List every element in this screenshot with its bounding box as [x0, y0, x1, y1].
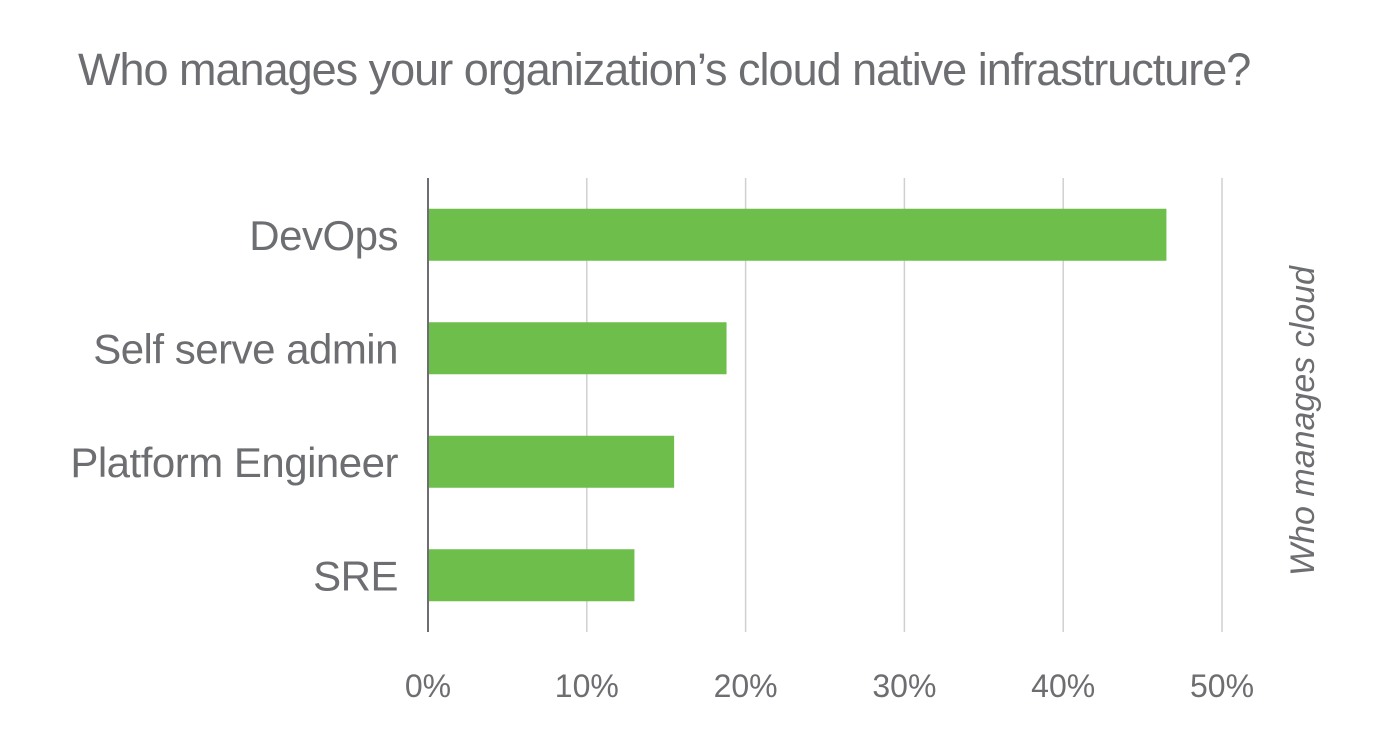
- tick-labels: 0% 10% 20% 30% 40% 50%: [405, 668, 1254, 704]
- chart-title: Who manages your organization’s cloud na…: [78, 44, 1251, 95]
- x-tick-label: 30%: [872, 668, 936, 704]
- y-axis-label: Who manages cloud: [1284, 265, 1322, 576]
- category-label: Platform Engineer: [70, 439, 398, 486]
- category-label: Self serve admin: [93, 325, 398, 372]
- x-tick-label: 0%: [405, 668, 451, 704]
- category-label: SRE: [313, 552, 398, 599]
- category-label: DevOps: [249, 212, 398, 259]
- x-tick-label: 50%: [1190, 668, 1254, 704]
- x-tick-label: 40%: [1031, 668, 1095, 704]
- x-tick-label: 20%: [714, 668, 778, 704]
- bar-devops: [428, 208, 1167, 261]
- x-tick-label: 10%: [555, 668, 619, 704]
- bar-sre: [428, 549, 635, 602]
- bars: [428, 208, 1167, 602]
- bar-platform-engineer: [428, 435, 675, 488]
- bar-self-serve-admin: [428, 322, 727, 375]
- category-labels: DevOps Self serve admin Platform Engineer S…: [70, 212, 399, 600]
